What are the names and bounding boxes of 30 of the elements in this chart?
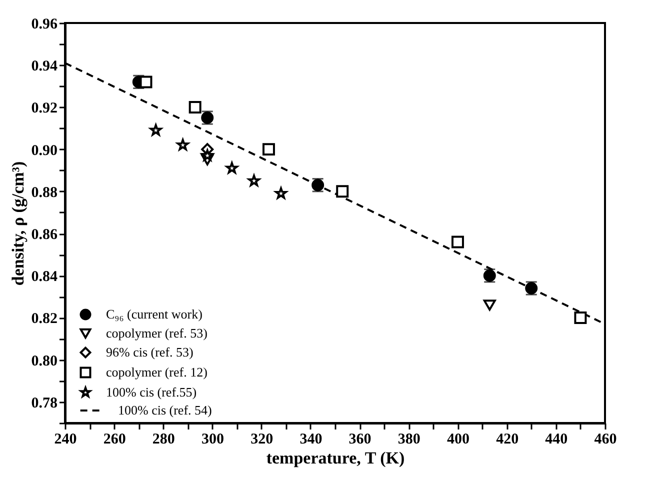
x-tick-label: 400 [446,432,470,448]
x-tick-label: 420 [496,432,519,448]
y-axis-title: density, ρ (g/cm³) [8,161,28,286]
y-tick-label: 0.94 [31,58,58,75]
x-tick-label: 360 [348,432,372,448]
y-tick-label: 0.96 [31,16,58,32]
y-tick-label: 0.78 [31,395,58,412]
x-tick-label: 460 [594,432,617,448]
x-tick-label: 240 [54,432,77,448]
x-axis-title: temperature, T (K) [266,448,405,468]
x-tick-label: 380 [398,432,420,448]
y-tick-label: 0.86 [31,227,58,244]
legend-label: 100% cis (ref. 54) [118,402,212,418]
legend-label: 100% cis (ref.55) [106,384,197,400]
y-tick-label: 0.88 [31,184,58,201]
legend-label: 96% cis (ref. 53) [106,344,194,360]
x-tick-label: 300 [202,432,224,448]
x-tick-label: 340 [300,432,322,448]
x-tick-label: 320 [250,432,274,448]
legend-label: copolymer (ref. 53) [106,326,208,340]
x-tick-label: 260 [103,432,126,448]
y-tick-label: 0.80 [31,353,58,370]
x-tick-label: 280 [152,432,175,448]
y-tick-label: 0.92 [31,100,58,117]
y-tick-label: 0.90 [31,142,58,159]
legend-label: C₉₆ (current work) [106,306,202,322]
y-tick-label: 0.84 [31,269,58,286]
x-tick-label: 440 [545,432,568,448]
y-tick-label: 0.82 [31,311,58,328]
legend-label: copolymer (ref. 12) [106,364,208,380]
